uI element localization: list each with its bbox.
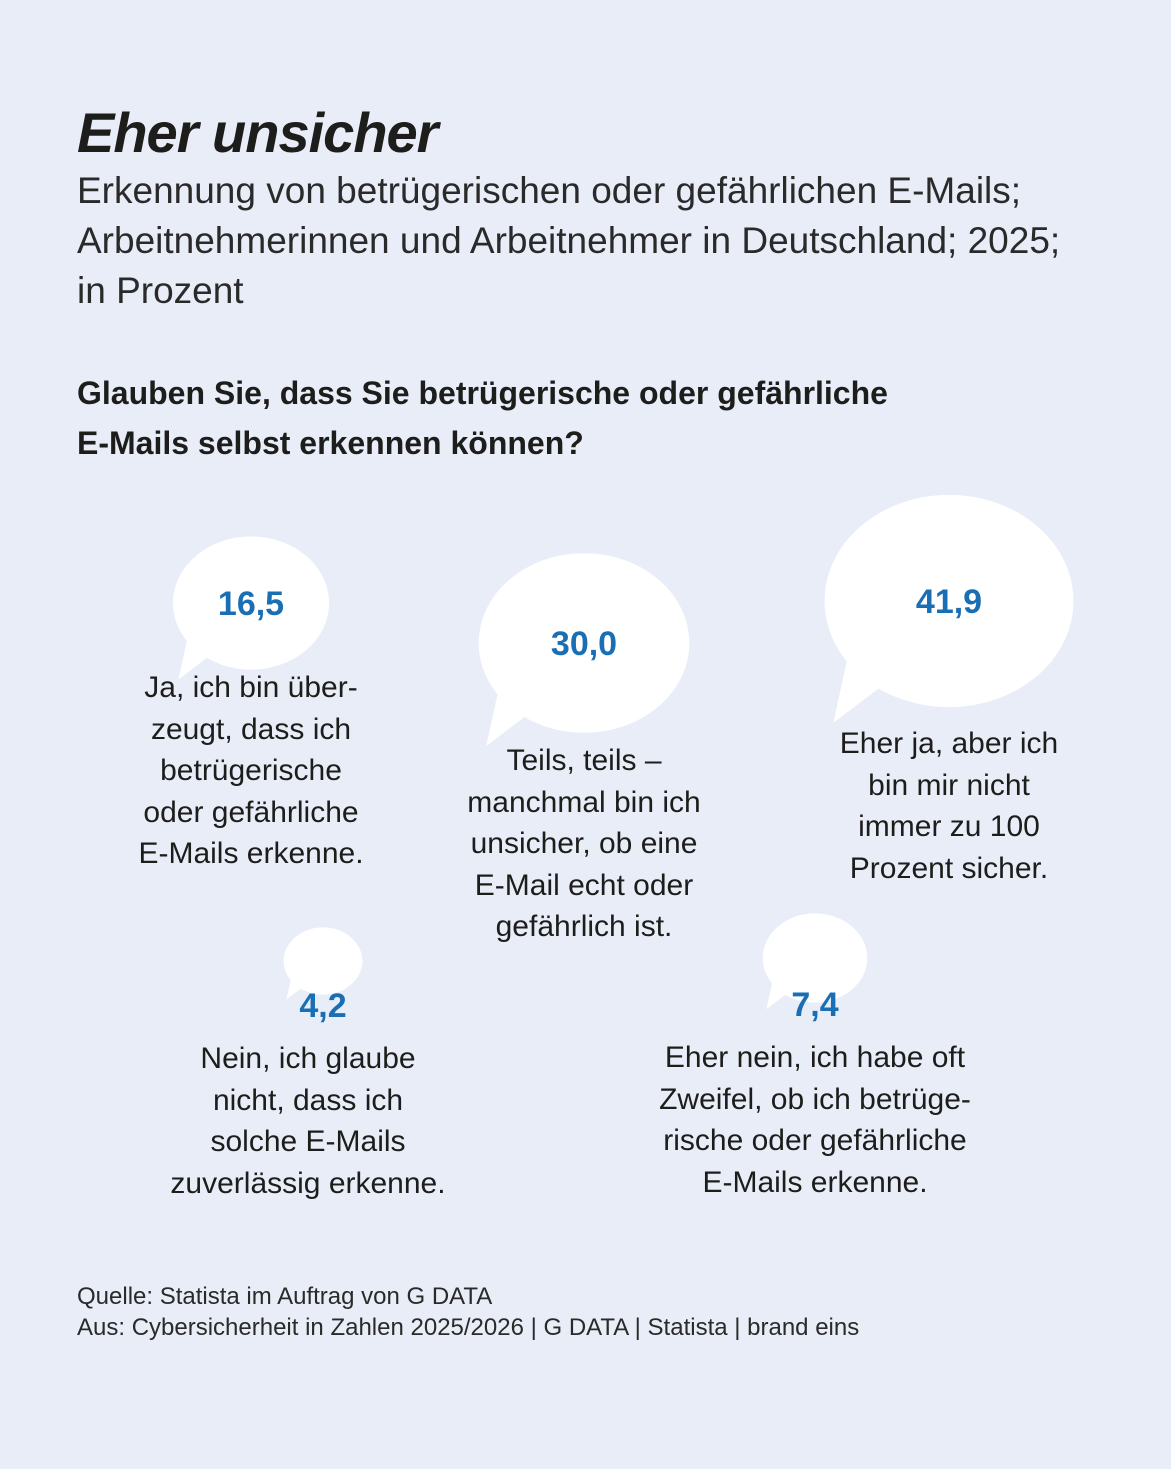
answer-label-2-line-4: E-Mail echt oder bbox=[474, 868, 694, 902]
answer-label-5-line-1: Eher nein, ich habe oft bbox=[664, 1041, 966, 1074]
answer-label-4-line-1: Nein, ich glaube bbox=[200, 1042, 416, 1075]
bubble-2: 30,0 bbox=[478, 553, 690, 747]
value-label-1: 16,5 bbox=[218, 585, 284, 623]
answer-label-2-line-5: gefährlich ist. bbox=[495, 910, 673, 943]
answer-label-1: Ja, ich bin über-zeugt, dass ich betrüger… bbox=[71, 667, 431, 875]
survey-question-line-1: Glauben Sie, dass Sie betrügerische oder… bbox=[77, 375, 888, 411]
source-line-1: Quelle: Statista im Auftrag von G DATA bbox=[77, 1283, 493, 1310]
answer-label-3-line-3: immer zu 100 bbox=[858, 810, 1040, 843]
source-line-2: Aus: Cybersicherheit in Zahlen 2025/2026… bbox=[77, 1314, 860, 1341]
bubble-tail-4 bbox=[286, 972, 306, 1000]
bubble-5: 7,4 bbox=[762, 913, 868, 1024]
value-label-4: 4,2 bbox=[299, 987, 346, 1025]
answer-label-3-line-4: Prozent sicher. bbox=[849, 851, 1049, 885]
bubble-shape-3 bbox=[824, 494, 1074, 708]
answer-label-5-line-4: E-Mails erkenne. bbox=[702, 1165, 928, 1199]
bubble-tail-1 bbox=[178, 626, 216, 680]
value-label-3: 41,9 bbox=[916, 583, 982, 621]
bubble-shape-5 bbox=[762, 913, 868, 1003]
bubble-tail-2 bbox=[486, 674, 537, 747]
survey-question: Glauben Sie, dass Sie betrügerische oder… bbox=[77, 368, 1037, 468]
chart-subtitle: Erkennung von betrügerischen oder gefähr… bbox=[77, 170, 1061, 311]
answer-label-1-line-2: zeugt, dass ich bbox=[150, 712, 352, 746]
answer-label-1-line-1: Ja, ich bin über- bbox=[144, 671, 358, 704]
answer-label-5-line-3: rische oder gefährliche bbox=[663, 1124, 967, 1157]
answer-label-1-line-3: betrügerische bbox=[160, 754, 342, 787]
bubble-1: 16,5 bbox=[172, 536, 330, 680]
source-note: Quelle: Statista im Auftrag von G DATA A… bbox=[77, 1281, 859, 1343]
answer-label-3-line-1: Eher ja, aber ich bbox=[839, 727, 1059, 760]
answer-label-5-line-2: Zweifel, ob ich betrüge- bbox=[659, 1082, 971, 1116]
answer-label-3: Eher ja, aber ich bin mir nicht immer zu 1… bbox=[769, 723, 1129, 889]
bubble-shape-2 bbox=[478, 553, 690, 733]
answer-label-2-line-1: Teils, teils – bbox=[506, 744, 662, 777]
answer-label-4-line-4: zuverlässig erkenne. bbox=[170, 1166, 446, 1200]
answer-label-1-line-5: E-Mails erkenne. bbox=[138, 837, 364, 870]
bubble-3: 41,9 bbox=[824, 494, 1074, 724]
bubble-shape-1 bbox=[172, 536, 330, 670]
answer-label-1-line-4: oder gefährliche bbox=[143, 795, 359, 829]
answer-label-4: Nein, ich glaube nicht, dass ich solche E-… bbox=[108, 1038, 508, 1204]
answer-label-3-line-2: bin mir nicht bbox=[868, 768, 1030, 802]
bubble-tail-5 bbox=[766, 973, 792, 1010]
chart-title: Eher unsicher bbox=[77, 101, 438, 164]
answer-label-5: Eher nein, ich habe oft Zweifel, ob ich b… bbox=[605, 1037, 1025, 1203]
answer-label-2-line-2: manchmal bin ich bbox=[467, 785, 701, 819]
bubble-4: 4,2 bbox=[283, 927, 363, 1025]
value-label-2: 30,0 bbox=[551, 625, 617, 663]
bubble-tail-3 bbox=[833, 638, 894, 724]
survey-question-line-2: E-Mails selbst erkennen können? bbox=[77, 425, 584, 461]
answer-label-2: Teils, teils – manchmal bin ich unsicher, … bbox=[394, 740, 774, 948]
answer-label-2-line-3: unsicher, ob eine bbox=[470, 827, 698, 860]
value-label-5: 7,4 bbox=[791, 986, 838, 1024]
bubble-shape-4 bbox=[283, 927, 363, 995]
answer-label-4-line-2: nicht, dass ich bbox=[212, 1083, 404, 1117]
answer-label-4-line-3: solche E-Mails bbox=[210, 1125, 406, 1158]
